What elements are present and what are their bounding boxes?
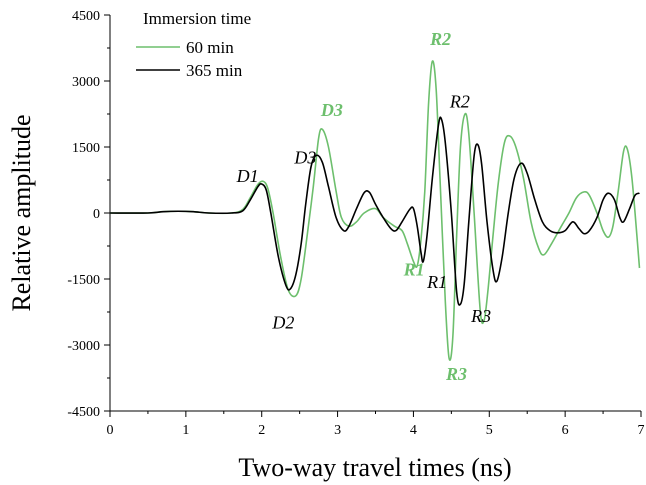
y-tick-label: -1500 <box>67 273 100 288</box>
x-tick-label: 0 <box>107 423 114 438</box>
legend-title: Immersion time <box>143 9 251 28</box>
annotation-d3: D3 <box>320 100 343 120</box>
annotation-r2: R2 <box>449 91 470 111</box>
annotation-r1: R1 <box>403 259 425 279</box>
series-line-60min <box>109 60 641 361</box>
annotation-r2: R2 <box>429 29 451 49</box>
annotation-d2: D2 <box>271 312 294 332</box>
series-layer <box>109 60 641 361</box>
y-tick-label: -4500 <box>67 405 100 420</box>
x-tick-label: 5 <box>486 423 493 438</box>
legend-label-60min: 60 min <box>186 38 234 57</box>
legend: Immersion time 60 min 365 min <box>136 9 251 80</box>
x-tick-label: 3 <box>334 423 341 438</box>
x-tick-label: 7 <box>638 423 645 438</box>
y-tick-label: -3000 <box>67 339 100 354</box>
annotation-r3: R3 <box>445 364 467 384</box>
y-tick-label: 3000 <box>72 75 100 90</box>
annotation-r1: R1 <box>426 272 447 292</box>
x-tick-label: 6 <box>562 423 569 438</box>
axes: 0 1 2 3 4 5 6 7 -4500 -3000 -1500 0 1500 3000 4500 <box>67 9 644 438</box>
x-tick-label: 2 <box>258 423 265 438</box>
y-tick-label: 0 <box>93 207 100 222</box>
y-tick-label: 1500 <box>72 141 100 156</box>
annotation-d3: D3 <box>293 147 316 167</box>
series-line-365min <box>109 116 640 306</box>
x-tick-label: 4 <box>410 423 417 438</box>
legend-label-365min: 365 min <box>186 61 243 80</box>
annotation-d1: D1 <box>236 166 259 186</box>
annotation-r3: R3 <box>470 306 491 326</box>
x-axis-title: Two-way travel times (ns) <box>238 453 511 482</box>
y-axis-title: Relative amplitude <box>7 114 36 311</box>
x-tick-label: 1 <box>182 423 189 438</box>
y-tick-label: 4500 <box>72 9 100 24</box>
